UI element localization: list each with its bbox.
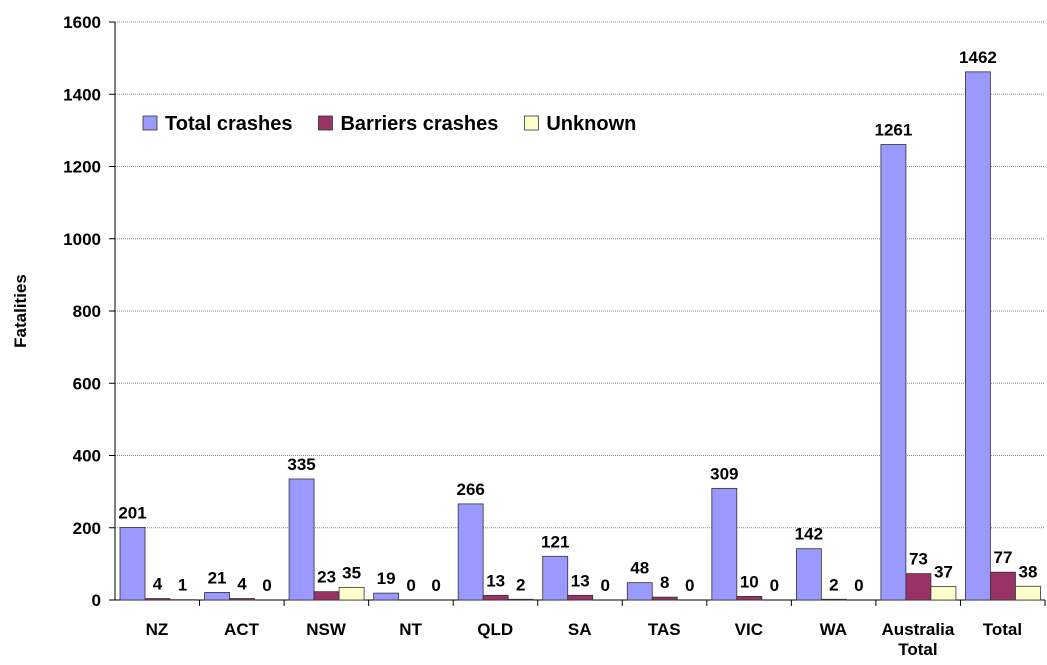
bar bbox=[965, 71, 991, 601]
data-label: 0 bbox=[600, 576, 609, 595]
x-tick-label: NSW bbox=[306, 620, 346, 639]
bar bbox=[795, 548, 822, 601]
data-label: 19 bbox=[377, 569, 396, 588]
legend-label: Barriers crashes bbox=[340, 113, 498, 135]
x-tick-label: Total bbox=[982, 620, 1023, 639]
legend-swatch bbox=[523, 115, 539, 131]
legend-label: Unknown bbox=[546, 113, 636, 135]
y-tick-label: 800 bbox=[73, 302, 101, 321]
x-tick-label: ACT bbox=[224, 620, 259, 639]
x-tick-label: WA bbox=[819, 620, 848, 639]
legend-swatch bbox=[142, 115, 158, 131]
data-label: 23 bbox=[317, 568, 336, 587]
data-label: 0 bbox=[685, 576, 694, 595]
data-label: 1 bbox=[178, 576, 187, 595]
bar bbox=[905, 573, 932, 601]
y-tick-label: 400 bbox=[73, 447, 101, 466]
bar bbox=[711, 487, 738, 601]
bar bbox=[507, 598, 534, 601]
x-tick-label: SA bbox=[567, 620, 592, 639]
bar bbox=[542, 555, 569, 601]
bar bbox=[288, 478, 315, 601]
data-label: 38 bbox=[1018, 562, 1037, 581]
bar bbox=[373, 592, 400, 601]
x-tick-label: TAS bbox=[647, 620, 681, 639]
data-label: 4 bbox=[153, 575, 163, 594]
x-tick-label: NZ bbox=[145, 620, 169, 639]
data-label: 10 bbox=[740, 572, 759, 591]
y-tick-label: 1400 bbox=[63, 85, 101, 104]
data-label: 142 bbox=[795, 525, 823, 544]
bar bbox=[338, 586, 365, 601]
data-label: 1261 bbox=[874, 120, 912, 139]
bar bbox=[930, 586, 957, 601]
bar bbox=[820, 598, 847, 601]
data-label: 121 bbox=[541, 532, 569, 551]
data-label: 2 bbox=[516, 575, 525, 594]
bar bbox=[567, 594, 594, 601]
data-label: 4 bbox=[237, 575, 247, 594]
bar bbox=[313, 591, 340, 601]
x-tick-label: VIC bbox=[734, 620, 763, 639]
y-tick-label: 0 bbox=[92, 591, 101, 610]
bar bbox=[482, 594, 509, 601]
y-tick-label: 1000 bbox=[63, 230, 101, 249]
bar bbox=[651, 596, 678, 601]
data-label: 201 bbox=[118, 503, 146, 522]
x-tick-label: Australia Total bbox=[881, 620, 955, 659]
data-label: 0 bbox=[431, 576, 440, 595]
bar bbox=[144, 598, 171, 601]
data-label: 21 bbox=[208, 568, 227, 587]
bar bbox=[204, 592, 230, 601]
data-label: 309 bbox=[710, 464, 738, 483]
y-tick-label: 600 bbox=[73, 374, 101, 393]
y-tick-label: 1600 bbox=[63, 13, 101, 32]
data-label: 0 bbox=[854, 576, 863, 595]
bar bbox=[119, 526, 146, 601]
data-label: 13 bbox=[486, 571, 505, 590]
data-label: 1462 bbox=[959, 48, 997, 67]
x-tick-label: NT bbox=[399, 620, 422, 639]
legend-label: Total crashes bbox=[165, 113, 292, 135]
bar bbox=[736, 595, 763, 601]
data-label: 0 bbox=[770, 576, 779, 595]
y-tick-label: 1200 bbox=[63, 158, 101, 177]
data-label: 8 bbox=[660, 573, 669, 592]
data-label: 48 bbox=[630, 559, 649, 578]
data-label: 13 bbox=[571, 571, 590, 590]
data-label: 0 bbox=[406, 576, 415, 595]
data-label: 335 bbox=[287, 455, 315, 474]
data-label: 2 bbox=[829, 575, 838, 594]
bar bbox=[1015, 585, 1041, 601]
data-label: 35 bbox=[342, 563, 361, 582]
bar bbox=[990, 571, 1016, 601]
legend-swatch bbox=[318, 115, 333, 131]
bar bbox=[626, 582, 653, 601]
y-axis-label: Fatalities bbox=[11, 274, 30, 348]
data-label: 0 bbox=[262, 576, 271, 595]
data-label: 73 bbox=[909, 550, 928, 569]
bar bbox=[229, 598, 255, 601]
y-tick-label: 200 bbox=[73, 519, 101, 538]
x-tick-label: QLD bbox=[477, 620, 514, 639]
bar bbox=[880, 144, 907, 601]
bar bbox=[457, 503, 484, 601]
data-label: 266 bbox=[456, 480, 484, 499]
data-label: 37 bbox=[934, 563, 953, 582]
data-label: 77 bbox=[993, 548, 1012, 567]
